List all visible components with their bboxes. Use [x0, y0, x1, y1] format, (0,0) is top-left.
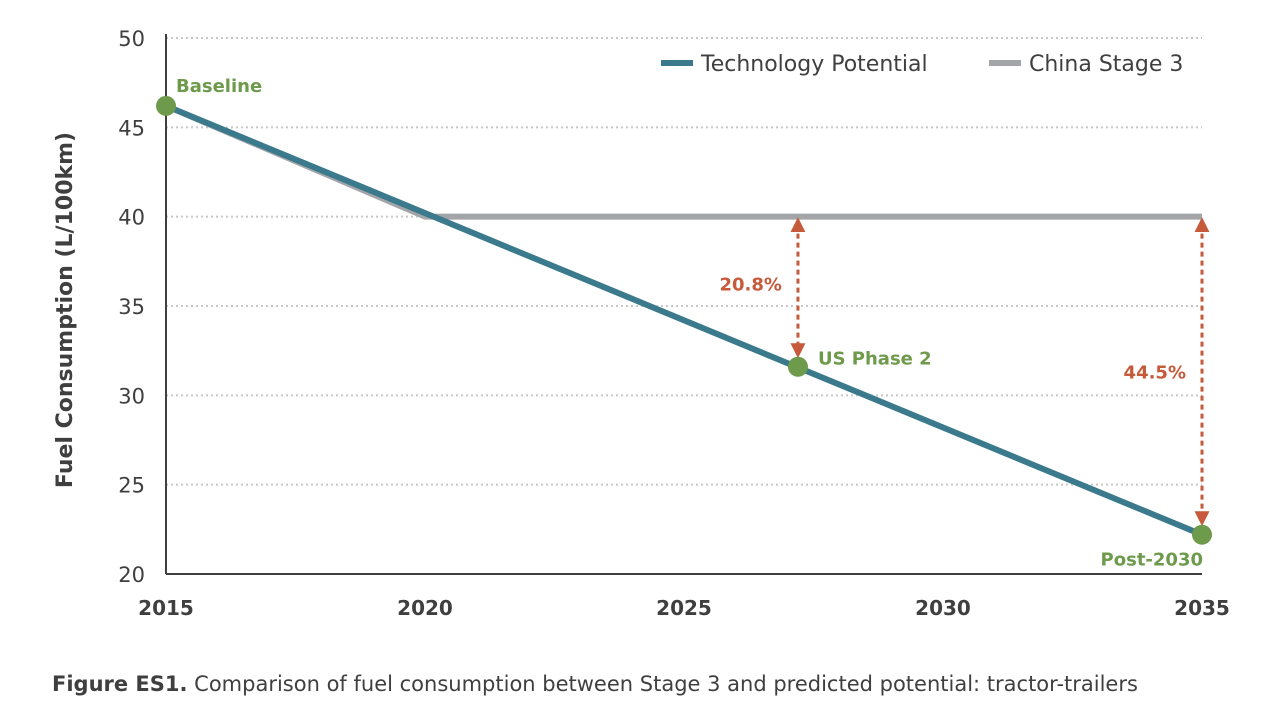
- y-tick-label: 20: [118, 563, 145, 587]
- y-tick-label: 25: [118, 474, 145, 498]
- data-point-label: US Phase 2: [818, 349, 932, 370]
- gap-label: 44.5%: [1124, 363, 1186, 384]
- data-point-label: Post-2030: [1101, 550, 1203, 571]
- x-tick-label: 2035: [1174, 596, 1230, 620]
- gap-label: 20.8%: [720, 275, 782, 296]
- y-tick-label: 35: [118, 295, 145, 319]
- data-point-marker: [787, 356, 808, 377]
- legend-label: China Stage 3: [1029, 52, 1183, 77]
- x-tick-label: 2015: [138, 596, 194, 620]
- figure-caption: Figure ES1. Comparison of fuel consumpti…: [52, 672, 1272, 696]
- x-tick-label: 2020: [397, 596, 453, 620]
- data-point-label: Baseline: [176, 76, 262, 97]
- y-tick-label: 50: [118, 27, 145, 51]
- chart-svg: 20.8% 44.5% Baseline US Phase 2 Post-2030 2…: [53, 27, 1230, 620]
- y-tick-label: 30: [118, 384, 145, 408]
- x-tick-label: 2025: [656, 596, 712, 620]
- data-point-marker: [156, 95, 176, 116]
- legend-label: Technology Potential: [700, 52, 928, 77]
- caption-prefix: Figure ES1.: [52, 672, 188, 696]
- y-tick-label: 45: [118, 116, 145, 140]
- caption-text: Comparison of fuel consumption between S…: [187, 672, 1138, 696]
- y-axis-label: Fuel Consumption (L/100km): [53, 132, 78, 488]
- x-tick-label: 2030: [915, 596, 971, 620]
- series-line-technology-potential: [164, 103, 1204, 538]
- series-line-china-stage-3: [164, 103, 1202, 220]
- data-point-marker: [1192, 524, 1212, 545]
- chart: 20.8% 44.5% Baseline US Phase 2 Post-2030 2…: [53, 27, 1230, 620]
- y-tick-label: 40: [118, 206, 145, 230]
